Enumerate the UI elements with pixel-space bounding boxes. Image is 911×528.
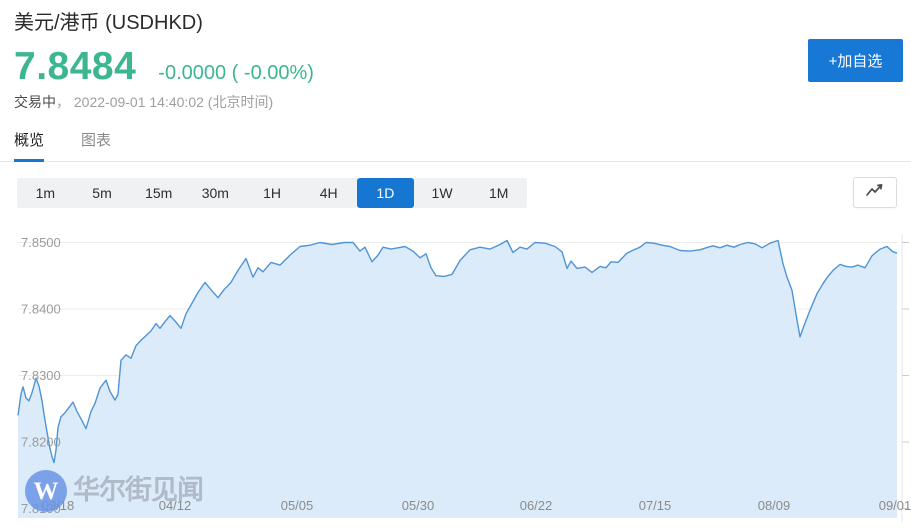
timeframe-30m[interactable]: 30m [201,184,229,201]
tab-chart[interactable]: 图表 [81,132,112,149]
instrument-header: 美元/港币 (USDHKD) 7.8484 -0.0000 ( -0.00%) … [0,0,911,110]
timeframe-4h[interactable]: 4H [319,184,338,201]
timeframe-bar: 1m 5m 15m 30m 1H 4H 1D 1W 1M [17,177,527,208]
trend-line-icon [865,182,885,203]
chart-toolbar: 1m 5m 15m 30m 1H 4H 1D 1W 1M [0,177,911,208]
y-axis-label: 7.8400 [21,302,61,317]
last-price: 7.8484 [14,45,137,88]
section-tabs: 概览 图表 [0,132,911,162]
x-axis-label: 08/09 [758,498,791,513]
y-axis-label: 7.8300 [21,368,61,383]
x-axis-label: 07/15 [639,498,672,513]
timeframe-1d[interactable]: 1D [357,177,414,208]
x-axis-label: 05/05 [281,498,314,513]
x-axis-label: 09/01 [879,498,911,513]
trading-status: 交易中 [14,94,56,110]
timeframe-1h[interactable]: 1H [263,184,281,201]
x-axis-label: 04/12 [159,498,192,513]
price-row: 7.8484 -0.0000 ( -0.00%) [14,47,897,87]
x-axis-label: 06/22 [520,498,553,513]
status-row: 交易中， 2022-09-01 14:40:02 (北京时间) [14,94,897,110]
instrument-title: 美元/港币 (USDHKD) [14,12,203,34]
x-axis-label: 05/30 [402,498,435,513]
timeframe-1m[interactable]: 1M [488,184,509,201]
x-axis-label: 03/18 [42,498,75,513]
timeframe-5m[interactable]: 5m [92,184,112,201]
y-axis-label: 7.8500 [21,235,61,250]
timeframe-1m[interactable]: 1m [35,184,56,201]
tab-overview[interactable]: 概览 [14,132,45,162]
line-chart-style-button[interactable] [853,177,897,208]
price-line [17,239,898,464]
timeframe-15m[interactable]: 15m [145,184,173,201]
price-chart[interactable]: 7.8500 7.8400 7.8300 7.8200 7.8100 03/18 04/12… [0,220,911,528]
add-to-watchlist-button[interactable]: +加自选 [808,39,903,82]
quote-timestamp: ， 2022-09-01 14:40:02 (北京时间) [56,94,274,110]
timeframe-1w[interactable]: 1W [431,184,453,201]
y-axis-label: 7.8200 [21,435,61,450]
price-change: -0.0000 ( -0.00%) [158,62,314,84]
price-area [18,240,897,518]
